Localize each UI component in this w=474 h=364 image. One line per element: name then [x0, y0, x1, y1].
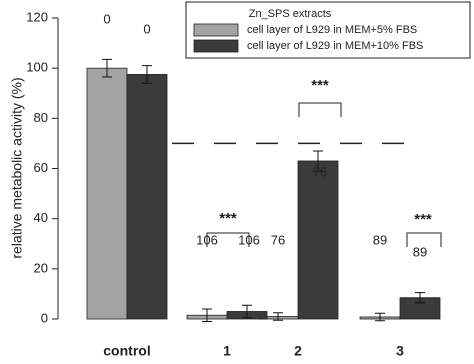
- bar: [86, 67, 128, 320]
- annotation: ***: [414, 211, 432, 228]
- annotation: 0: [143, 21, 150, 36]
- x-tick-label: 1: [223, 343, 231, 359]
- error-bar: [415, 292, 425, 304]
- y-tick-label: 80: [34, 110, 48, 125]
- significance-bracket: [298, 102, 342, 117]
- significance-bracket: [406, 232, 442, 247]
- annotation: ***: [219, 210, 237, 227]
- annotation: 76: [271, 232, 285, 247]
- error-bar: [142, 65, 152, 84]
- error-bar: [313, 150, 323, 172]
- annotation: 0: [103, 11, 110, 26]
- legend-swatch: [193, 39, 239, 53]
- y-tick-label: 40: [34, 210, 48, 225]
- bar: [297, 160, 339, 320]
- bar: [126, 74, 168, 320]
- error-bar: [102, 58, 112, 78]
- significance-bracket: [206, 232, 250, 247]
- error-bar: [242, 304, 252, 319]
- x-tick-label: 2: [294, 343, 302, 359]
- y-tick-label: 120: [26, 9, 48, 24]
- legend-swatch: [193, 23, 239, 37]
- y-tick-label: 100: [26, 60, 48, 75]
- x-tick-label: 3: [396, 343, 404, 359]
- y-tick-label: 60: [34, 160, 48, 175]
- error-bar: [202, 308, 212, 323]
- annotation: 76: [313, 164, 327, 179]
- error-bar: [375, 312, 385, 322]
- y-axis-label: relative metabolic activity (%): [9, 77, 25, 258]
- legend-label: cell layer of L929 in MEM+5% FBS: [247, 24, 417, 36]
- y-tick-label: 20: [34, 260, 48, 275]
- legend-title: Zn_SPS extracts: [249, 8, 332, 20]
- legend-label: cell layer of L929 in MEM+10% FBS: [247, 40, 423, 52]
- annotation: 89: [373, 232, 387, 247]
- annotation: ***: [311, 77, 329, 94]
- y-tick-label: 0: [41, 310, 48, 325]
- x-tick-label: control: [103, 343, 150, 359]
- error-bar: [273, 312, 283, 321]
- annotation: 89: [413, 244, 427, 259]
